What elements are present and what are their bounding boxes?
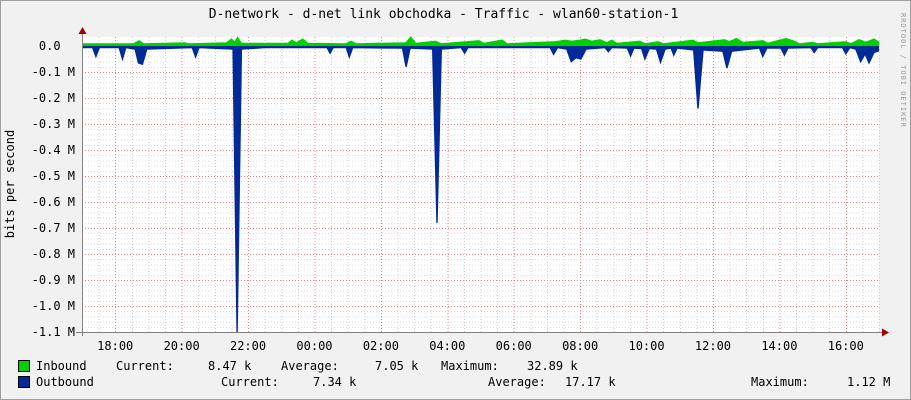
outbound-label: Outbound [36,375,94,389]
x-tick-label: 18:00 [97,339,134,353]
y-tick-label: -0.6 M [31,195,75,209]
x-axis-arrow [882,328,889,337]
series-line-inbound [82,36,880,45]
y-tick-label: -0.3 M [31,117,75,131]
x-tick-label: 10:00 [628,339,665,353]
x-tick-label: 00:00 [296,339,333,353]
inbound-current-value: 8.47 k [208,359,252,373]
y-tick-label: -0.2 M [31,91,75,105]
x-tick-label: 02:00 [362,339,399,353]
y-tick-label: -0.1 M [31,65,75,79]
outbound-swatch [18,376,30,388]
outbound-average-value: 17.17 k [565,375,616,389]
y-tick-label: -1.1 M [31,325,75,339]
x-tick-label: 16:00 [827,339,864,353]
x-tick-label: 14:00 [761,339,798,353]
series-line-outbound [82,46,880,333]
inbound-label: Inbound [36,359,87,373]
outbound-maximum-label: Maximum: [751,375,809,389]
inbound-average-value: 7.05 k [375,359,419,373]
y-axis-arrow [78,27,87,34]
outbound-average-label: Average: [488,375,546,389]
y-tick-label: -0.4 M [31,143,75,157]
y-tick-label: -0.5 M [31,169,75,183]
y-tick-label: -0.9 M [31,273,75,287]
outbound-maximum-value: 1.12 M [847,375,891,389]
outbound-current-value: 7.34 k [313,375,357,389]
outbound-current-label: Current: [221,375,279,389]
rrdtool-watermark: RRDTOOL / TOBI OETIKER [899,13,907,128]
y-tick-label: -0.7 M [31,221,75,235]
x-tick-label: 08:00 [562,339,599,353]
y-tick-label: -1.0 M [31,299,75,313]
y-tick-label: -0.8 M [31,247,75,261]
inbound-swatch [18,360,30,372]
x-tick-label: 20:00 [163,339,200,353]
x-tick-label: 06:00 [495,339,532,353]
legend-row-inbound: Inbound Current: 8.47 k Average: 7.05 k … [1,359,910,373]
inbound-current-label: Current: [116,359,174,373]
inbound-average-label: Average: [281,359,339,373]
inbound-maximum-label: Maximum: [441,359,499,373]
x-tick-label: 22:00 [229,339,267,353]
legend-row-outbound: Outbound Current: 7.34 k Average: 17.17 … [1,375,910,389]
x-tick-label: 12:00 [694,339,732,353]
x-tick-label: 04:00 [429,339,466,353]
graph-title: D-network - d-net link obchodka - Traffi… [208,7,679,22]
y-tick-label: 0.0 [38,39,75,53]
inbound-maximum-value: 32.89 k [527,359,578,373]
